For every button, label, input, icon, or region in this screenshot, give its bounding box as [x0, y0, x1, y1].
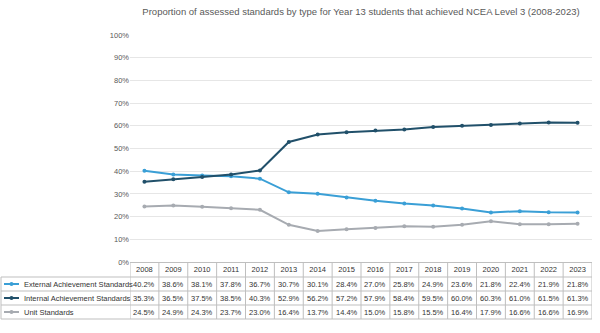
svg-text:2020: 2020 — [483, 265, 500, 274]
svg-text:50%: 50% — [114, 144, 129, 153]
svg-text:30%: 30% — [114, 190, 129, 199]
svg-text:17.9%: 17.9% — [480, 308, 502, 317]
svg-text:38.6%: 38.6% — [162, 280, 184, 289]
svg-text:100%: 100% — [110, 31, 130, 40]
svg-text:35.3%: 35.3% — [133, 294, 155, 303]
svg-text:23.0%: 23.0% — [249, 308, 271, 317]
svg-text:61.3%: 61.3% — [567, 294, 589, 303]
svg-text:38.1%: 38.1% — [191, 280, 213, 289]
svg-text:52.9%: 52.9% — [278, 294, 300, 303]
svg-text:61.5%: 61.5% — [538, 294, 560, 303]
svg-text:2022: 2022 — [540, 265, 557, 274]
svg-text:38.5%: 38.5% — [220, 294, 242, 303]
svg-text:16.4%: 16.4% — [278, 308, 300, 317]
svg-text:2018: 2018 — [425, 265, 442, 274]
svg-text:2015: 2015 — [338, 265, 355, 274]
svg-text:2011: 2011 — [223, 265, 239, 274]
svg-text:25.8%: 25.8% — [393, 280, 415, 289]
svg-text:61.0%: 61.0% — [509, 294, 531, 303]
svg-text:22.4%: 22.4% — [509, 280, 531, 289]
svg-text:21.8%: 21.8% — [480, 280, 502, 289]
svg-text:2013: 2013 — [280, 265, 297, 274]
svg-text:36.5%: 36.5% — [162, 294, 184, 303]
svg-text:23.7%: 23.7% — [220, 308, 242, 317]
svg-text:30.7%: 30.7% — [278, 280, 300, 289]
svg-text:16.6%: 16.6% — [509, 308, 531, 317]
svg-text:2021: 2021 — [511, 265, 528, 274]
svg-text:60%: 60% — [114, 121, 129, 130]
svg-text:23.6%: 23.6% — [451, 280, 473, 289]
svg-text:24.9%: 24.9% — [162, 308, 184, 317]
svg-text:Internal Achievement Standards: Internal Achievement Standards — [24, 294, 131, 303]
svg-text:20%: 20% — [114, 212, 129, 221]
svg-text:13.7%: 13.7% — [307, 308, 329, 317]
svg-text:15.5%: 15.5% — [422, 308, 444, 317]
svg-text:56.2%: 56.2% — [307, 294, 329, 303]
svg-text:21.8%: 21.8% — [567, 280, 589, 289]
svg-text:37.5%: 37.5% — [191, 294, 213, 303]
svg-text:40.2%: 40.2% — [133, 280, 155, 289]
svg-text:24.9%: 24.9% — [422, 280, 444, 289]
svg-text:90%: 90% — [114, 53, 129, 62]
svg-text:2017: 2017 — [396, 265, 413, 274]
svg-text:40%: 40% — [114, 167, 129, 176]
svg-text:Unit Standards: Unit Standards — [24, 308, 74, 317]
svg-text:2012: 2012 — [252, 265, 269, 274]
svg-text:2023: 2023 — [569, 265, 586, 274]
svg-text:10%: 10% — [114, 235, 129, 244]
svg-text:21.9%: 21.9% — [538, 280, 560, 289]
svg-text:80%: 80% — [114, 76, 129, 85]
svg-text:36.7%: 36.7% — [249, 280, 271, 289]
svg-text:2008: 2008 — [136, 265, 153, 274]
svg-text:15.0%: 15.0% — [364, 308, 386, 317]
svg-text:24.3%: 24.3% — [191, 308, 213, 317]
svg-text:57.2%: 57.2% — [336, 294, 358, 303]
svg-text:0%: 0% — [118, 258, 129, 267]
svg-text:2010: 2010 — [194, 265, 211, 274]
svg-text:15.8%: 15.8% — [393, 308, 415, 317]
svg-text:2014: 2014 — [309, 265, 326, 274]
svg-text:Proportion of assessed standar: Proportion of assessed standards by type… — [142, 6, 579, 17]
svg-text:60.3%: 60.3% — [480, 294, 502, 303]
svg-text:2009: 2009 — [165, 265, 182, 274]
svg-text:16.6%: 16.6% — [538, 308, 560, 317]
svg-text:2016: 2016 — [367, 265, 384, 274]
svg-text:57.9%: 57.9% — [364, 294, 386, 303]
svg-text:16.9%: 16.9% — [567, 308, 589, 317]
svg-text:30.1%: 30.1% — [307, 280, 329, 289]
svg-text:External Achievement Standards: External Achievement Standards — [24, 280, 133, 289]
svg-text:24.5%: 24.5% — [133, 308, 155, 317]
svg-text:40.3%: 40.3% — [249, 294, 271, 303]
svg-text:2019: 2019 — [454, 265, 471, 274]
svg-text:14.4%: 14.4% — [336, 308, 358, 317]
svg-text:28.4%: 28.4% — [336, 280, 358, 289]
svg-text:70%: 70% — [114, 99, 129, 108]
svg-text:59.5%: 59.5% — [422, 294, 444, 303]
svg-text:16.4%: 16.4% — [451, 308, 473, 317]
svg-text:60.0%: 60.0% — [451, 294, 473, 303]
svg-text:37.8%: 37.8% — [220, 280, 242, 289]
svg-text:27.0%: 27.0% — [364, 280, 386, 289]
svg-text:58.4%: 58.4% — [393, 294, 415, 303]
